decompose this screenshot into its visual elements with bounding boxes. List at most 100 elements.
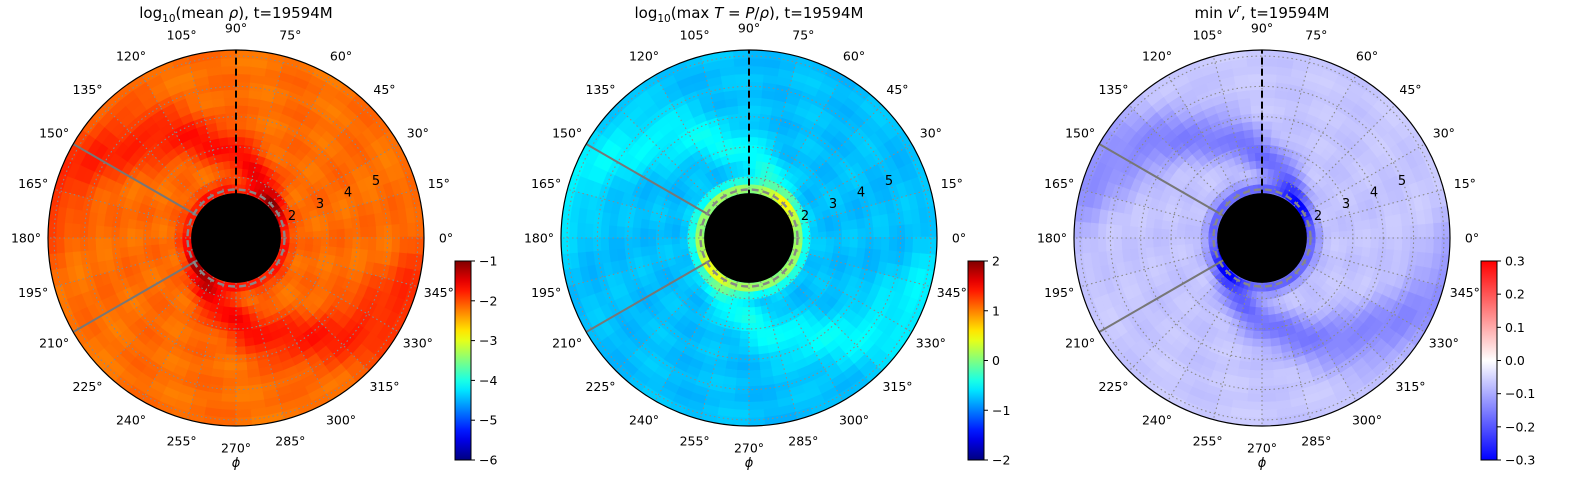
radial-tick-label: 4 bbox=[857, 186, 865, 201]
heatmap-cell bbox=[55, 221, 65, 240]
heatmap-cell bbox=[832, 244, 843, 255]
heatmap-cell bbox=[344, 237, 354, 249]
heatmap-cell bbox=[920, 221, 930, 239]
heatmap-cell bbox=[243, 136, 254, 147]
heatmap-cell bbox=[407, 221, 417, 239]
heatmap-cell bbox=[235, 385, 251, 395]
angular-tick-label: 30° bbox=[1433, 126, 1455, 141]
heatmap-cell bbox=[912, 221, 922, 239]
angular-tick-label: 330° bbox=[403, 336, 433, 351]
heatmap-cell bbox=[1136, 226, 1146, 239]
heatmap-cell bbox=[1081, 237, 1091, 255]
angular-tick-label: 195° bbox=[531, 285, 561, 300]
heatmap-cell bbox=[234, 81, 250, 91]
heatmap-cell bbox=[748, 338, 760, 348]
heatmap-cell bbox=[748, 346, 761, 356]
heatmap-cell bbox=[1245, 321, 1256, 332]
angular-tick-label: 135° bbox=[1098, 82, 1128, 97]
polar-panel-3: 0°15°30°45°60°75°90°105°120°135°150°165°… bbox=[1037, 3, 1535, 471]
heatmap-cell bbox=[647, 220, 658, 231]
heatmap-cell bbox=[225, 346, 237, 356]
heatmap-cell bbox=[880, 236, 891, 251]
heatmap-cell bbox=[235, 120, 247, 130]
heatmap-cell bbox=[1191, 231, 1201, 239]
heatmap-cell bbox=[1245, 409, 1264, 419]
heatmap-cell bbox=[849, 227, 859, 239]
heatmap-cell bbox=[1252, 330, 1263, 340]
heatmap-cell bbox=[1255, 299, 1263, 309]
colorbar-tick-label: −2 bbox=[992, 453, 1010, 468]
heatmap-cell bbox=[739, 338, 750, 348]
colorbar-tick-label: 2 bbox=[992, 254, 1000, 269]
heatmap-cell bbox=[1362, 227, 1372, 239]
overlay-gray-line bbox=[72, 143, 200, 218]
angular-tick-label: 285° bbox=[275, 433, 305, 448]
angular-tick-label: 15° bbox=[428, 176, 450, 191]
colorbar-tick-label: −0.3 bbox=[1505, 453, 1535, 468]
heatmap-cell bbox=[228, 315, 237, 324]
heatmap-cell bbox=[399, 236, 409, 254]
heatmap-cell bbox=[1386, 237, 1396, 250]
heatmap-cell bbox=[742, 299, 750, 309]
heatmap-cell bbox=[1120, 237, 1131, 252]
heatmap-cell bbox=[747, 57, 766, 67]
angular-tick-label: 210° bbox=[1065, 336, 1095, 351]
heatmap-cell bbox=[1393, 224, 1404, 239]
colorbar-tick-label: 1 bbox=[992, 303, 1000, 318]
heatmap-cell bbox=[655, 229, 665, 239]
heatmap-cell bbox=[1386, 225, 1396, 239]
heatmap-cell bbox=[1246, 73, 1263, 83]
heatmap-cell bbox=[731, 50, 750, 59]
angular-tick-label: 135° bbox=[72, 82, 102, 97]
heatmap-cell bbox=[631, 227, 641, 239]
heatmap-cell bbox=[94, 237, 105, 252]
heatmap-cell bbox=[1346, 237, 1356, 247]
heatmap-cell bbox=[234, 89, 250, 99]
angular-tick-label: 45° bbox=[886, 82, 908, 97]
heatmap-cell bbox=[1245, 57, 1263, 67]
heatmap-cell bbox=[747, 81, 763, 91]
heatmap-cell bbox=[584, 223, 594, 240]
heatmap-cell bbox=[655, 221, 666, 232]
heatmap-cell bbox=[1251, 346, 1263, 356]
heatmap-cell bbox=[235, 104, 248, 114]
heatmap-cell bbox=[1409, 223, 1419, 239]
heatmap-cell bbox=[841, 237, 851, 248]
heatmap-cell bbox=[225, 128, 237, 138]
heatmap-cell bbox=[142, 221, 153, 232]
heatmap-cell bbox=[904, 236, 914, 253]
heatmap-cell bbox=[818, 237, 827, 246]
heatmap-cell bbox=[1089, 222, 1099, 240]
heatmap-cell bbox=[71, 237, 81, 254]
heatmap-cell bbox=[748, 409, 766, 419]
heatmap-cell bbox=[1113, 237, 1123, 253]
heatmap-cell bbox=[737, 354, 750, 364]
heatmap-cell bbox=[748, 393, 765, 403]
heatmap-cell bbox=[1128, 237, 1138, 251]
heatmap-cell bbox=[336, 237, 346, 248]
heatmap-cell bbox=[1254, 315, 1263, 324]
angular-tick-label: 150° bbox=[552, 126, 582, 141]
heatmap-cell bbox=[584, 237, 594, 254]
angular-tick-label: 0° bbox=[439, 231, 453, 246]
heatmap-cell bbox=[375, 223, 385, 239]
heatmap-cell bbox=[920, 236, 930, 255]
heatmap-cell bbox=[110, 226, 120, 239]
angular-tick-label: 15° bbox=[941, 176, 963, 191]
heatmap-cell bbox=[1260, 96, 1275, 107]
heatmap-cell bbox=[888, 236, 898, 252]
heatmap-cell bbox=[756, 136, 767, 147]
heatmap-cell bbox=[747, 50, 766, 59]
colorbar bbox=[1480, 260, 1498, 461]
radial-tick-label: 5 bbox=[1398, 174, 1406, 189]
radial-tick-label: 4 bbox=[1370, 186, 1378, 201]
angular-tick-label: 165° bbox=[18, 176, 48, 191]
heatmap-cell bbox=[1097, 223, 1107, 240]
heatmap-cell bbox=[1261, 409, 1279, 419]
heatmap-cell bbox=[63, 222, 73, 240]
heatmap-cell bbox=[1261, 385, 1277, 395]
heatmap-cell bbox=[94, 225, 105, 240]
heatmap-cell bbox=[1160, 220, 1171, 231]
angular-tick-label: 0° bbox=[1465, 231, 1479, 246]
